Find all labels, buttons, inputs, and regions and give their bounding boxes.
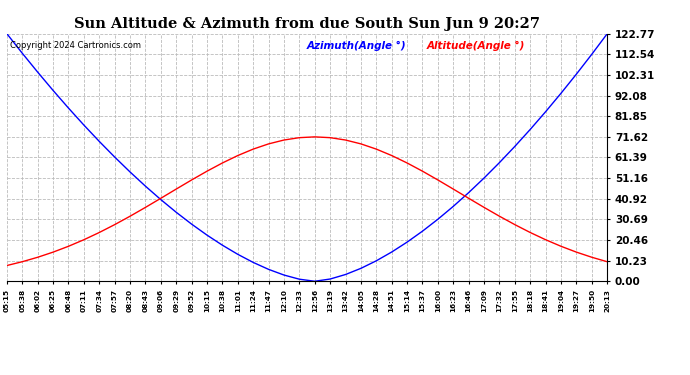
Text: Azimuth(Angle °): Azimuth(Angle °) — [307, 41, 406, 51]
Text: Copyright 2024 Cartronics.com: Copyright 2024 Cartronics.com — [10, 41, 141, 50]
Text: Altitude(Angle °): Altitude(Angle °) — [427, 41, 526, 51]
Title: Sun Altitude & Azimuth from due South Sun Jun 9 20:27: Sun Altitude & Azimuth from due South Su… — [74, 17, 540, 31]
